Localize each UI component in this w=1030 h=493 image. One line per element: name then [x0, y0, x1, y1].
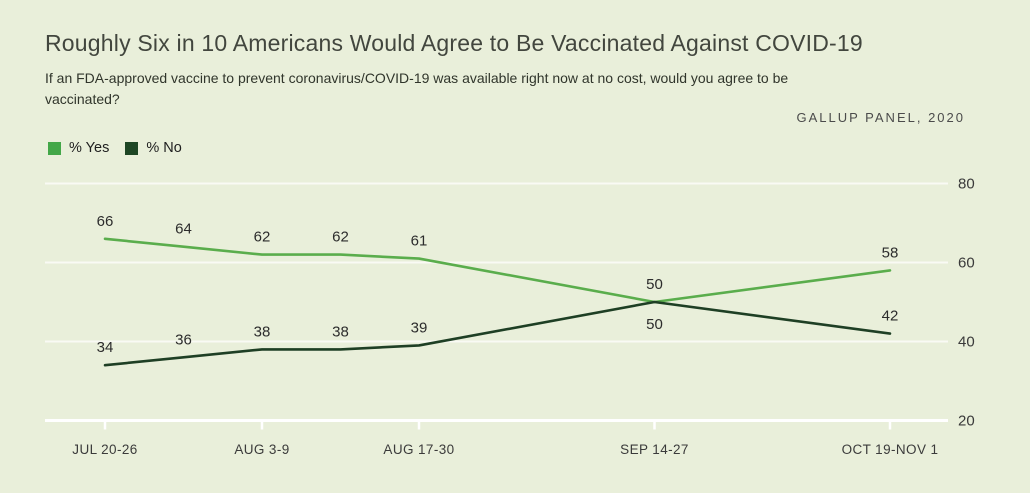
- chart-subtitle: If an FDA-approved vaccine to prevent co…: [45, 70, 789, 107]
- x-tick-label: AUG 17-30: [383, 442, 454, 457]
- y-tick-label: 60: [958, 255, 975, 272]
- x-tick-label: OCT 19-NOV 1: [842, 442, 939, 457]
- legend-label-no: % No: [146, 140, 182, 156]
- legend-swatch-yes-icon: [48, 142, 61, 155]
- x-tick-label: JUL 20-26: [72, 442, 137, 457]
- data-label: 66: [97, 213, 114, 230]
- data-label: 50: [646, 276, 663, 293]
- data-label: 38: [254, 323, 271, 340]
- data-label: 42: [882, 308, 899, 325]
- legend-swatch-no-icon: [125, 142, 139, 155]
- data-label: 62: [332, 229, 349, 246]
- data-label: 64: [175, 221, 192, 238]
- y-tick-label: 20: [958, 413, 975, 430]
- data-label: 34: [97, 339, 114, 356]
- legend-label-yes: % Yes: [69, 140, 110, 156]
- data-label: 39: [411, 319, 428, 336]
- data-label: 58: [882, 244, 899, 261]
- legend: % Yes % No: [48, 140, 182, 156]
- x-tick-label: AUG 3-9: [234, 442, 289, 457]
- data-label: 61: [411, 233, 428, 250]
- data-label: 62: [254, 229, 271, 246]
- data-label: 36: [175, 331, 192, 348]
- series-line-no: [103, 300, 892, 367]
- legend-item-no: % No: [125, 140, 182, 156]
- series-line-yes: [103, 237, 892, 304]
- legend-item-yes: % Yes: [48, 140, 109, 156]
- chart-title: Roughly Six in 10 Americans Would Agree …: [45, 30, 863, 56]
- y-tick-label: 40: [958, 334, 975, 351]
- source-label: GALLUP PANEL, 2020: [796, 110, 965, 125]
- x-tick-label: SEP 14-27: [620, 442, 689, 457]
- data-label: 38: [332, 323, 349, 340]
- data-label: 50: [646, 316, 663, 333]
- y-tick-label: 80: [958, 176, 975, 193]
